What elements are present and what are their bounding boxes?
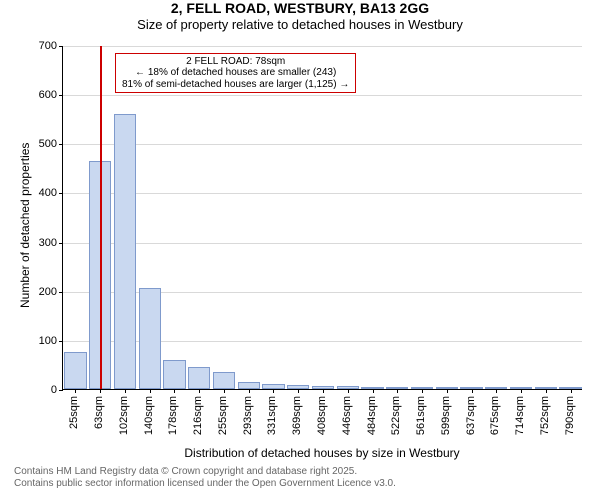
- annotation-box: 2 FELL ROAD: 78sqm← 18% of detached hous…: [115, 53, 356, 94]
- x-tick-label: 446sqm: [341, 396, 353, 435]
- chart-title: 2, FELL ROAD, WESTBURY, BA13 2GG: [0, 0, 600, 17]
- x-tick-mark: [174, 389, 175, 393]
- x-tick-mark: [273, 389, 274, 393]
- histogram-bar: [114, 114, 136, 389]
- x-tick-mark: [348, 389, 349, 393]
- x-tick-label: 293sqm: [242, 396, 254, 435]
- x-tick-label: 408sqm: [316, 396, 328, 435]
- x-tick-label: 255sqm: [217, 396, 229, 435]
- x-tick-mark: [546, 389, 547, 393]
- x-tick-mark: [472, 389, 473, 393]
- chart-subtitle: Size of property relative to detached ho…: [0, 17, 600, 33]
- plot: 01002003004005006007002 FELL ROAD: 78sqm…: [62, 46, 582, 390]
- x-tick-label: 140sqm: [143, 396, 155, 435]
- gridline: [63, 243, 582, 244]
- annotation-line: 2 FELL ROAD: 78sqm: [122, 56, 349, 68]
- x-tick-label: 331sqm: [266, 396, 278, 435]
- x-tick-label: 675sqm: [489, 396, 501, 435]
- x-tick-mark: [521, 389, 522, 393]
- x-tick-mark: [447, 389, 448, 393]
- chart-container: { "title": "2, FELL ROAD, WESTBURY, BA13…: [0, 0, 600, 500]
- x-tick-mark: [249, 389, 250, 393]
- annotation-line: ← 18% of detached houses are smaller (24…: [122, 67, 349, 79]
- histogram-bar: [139, 288, 161, 389]
- x-tick-label: 790sqm: [564, 396, 576, 435]
- histogram-bar: [213, 372, 235, 389]
- x-axis-label: Distribution of detached houses by size …: [62, 446, 582, 460]
- reference-line: [100, 46, 102, 389]
- y-axis-label: Number of detached properties: [18, 143, 32, 308]
- x-tick-label: 752sqm: [539, 396, 551, 435]
- x-tick-mark: [397, 389, 398, 393]
- plot-area: 01002003004005006007002 FELL ROAD: 78sqm…: [62, 46, 582, 390]
- x-tick-label: 714sqm: [514, 396, 526, 435]
- x-tick-label: 25sqm: [68, 396, 80, 429]
- x-tick-label: 599sqm: [440, 396, 452, 435]
- x-tick-mark: [150, 389, 151, 393]
- x-tick-mark: [298, 389, 299, 393]
- x-tick-label: 178sqm: [167, 396, 179, 435]
- x-tick-label: 561sqm: [415, 396, 427, 435]
- x-tick-label: 369sqm: [291, 396, 303, 435]
- x-tick-label: 102sqm: [118, 396, 130, 435]
- gridline: [63, 95, 582, 96]
- gridline: [63, 46, 582, 47]
- y-tick-label: 200: [39, 286, 63, 298]
- y-tick-label: 300: [39, 237, 63, 249]
- x-tick-mark: [422, 389, 423, 393]
- x-tick-label: 522sqm: [390, 396, 402, 435]
- annotation-line: 81% of semi-detached houses are larger (…: [122, 79, 349, 91]
- histogram-bar: [64, 352, 86, 389]
- x-tick-mark: [100, 389, 101, 393]
- x-tick-label: 216sqm: [192, 396, 204, 435]
- y-tick-label: 400: [39, 187, 63, 199]
- y-tick-label: 700: [39, 40, 63, 52]
- x-tick-mark: [75, 389, 76, 393]
- x-tick-mark: [224, 389, 225, 393]
- x-tick-mark: [323, 389, 324, 393]
- x-tick-mark: [496, 389, 497, 393]
- x-tick-label: 637sqm: [465, 396, 477, 435]
- footer-attribution: Contains HM Land Registry data © Crown c…: [14, 466, 396, 489]
- histogram-bar: [163, 360, 185, 389]
- histogram-bar: [188, 367, 210, 389]
- footer-line: Contains public sector information licen…: [14, 478, 396, 490]
- y-tick-label: 100: [39, 335, 63, 347]
- gridline: [63, 193, 582, 194]
- x-tick-mark: [373, 389, 374, 393]
- x-tick-mark: [125, 389, 126, 393]
- y-tick-label: 600: [39, 89, 63, 101]
- x-tick-label: 63sqm: [93, 396, 105, 429]
- y-tick-label: 0: [51, 384, 63, 396]
- gridline: [63, 144, 582, 145]
- footer-line: Contains HM Land Registry data © Crown c…: [14, 466, 396, 478]
- histogram-bar: [238, 382, 260, 389]
- y-tick-label: 500: [39, 138, 63, 150]
- x-tick-label: 484sqm: [366, 396, 378, 435]
- x-tick-mark: [571, 389, 572, 393]
- x-tick-mark: [199, 389, 200, 393]
